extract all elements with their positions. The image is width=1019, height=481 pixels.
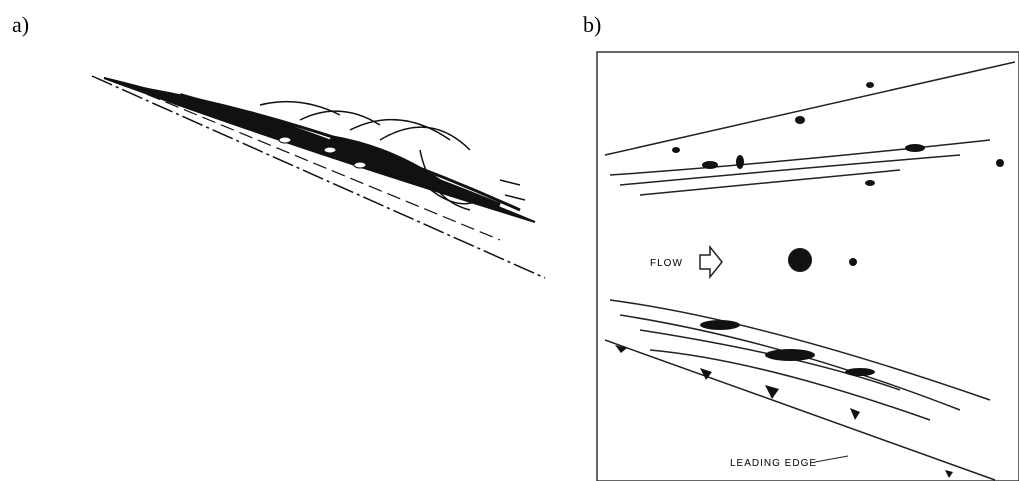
flow-label: FLOW: [650, 258, 683, 269]
sketch-a: [91, 75, 546, 279]
panel-label: a): [12, 12, 29, 37]
edge-label: LEADING EDGE: [730, 458, 817, 469]
flow-arrow: [699, 244, 723, 280]
photo-b: FLOW LEADING EDGE: [596, 51, 1019, 481]
edge-pointer: [814, 455, 849, 463]
panel-label: b): [583, 12, 601, 37]
